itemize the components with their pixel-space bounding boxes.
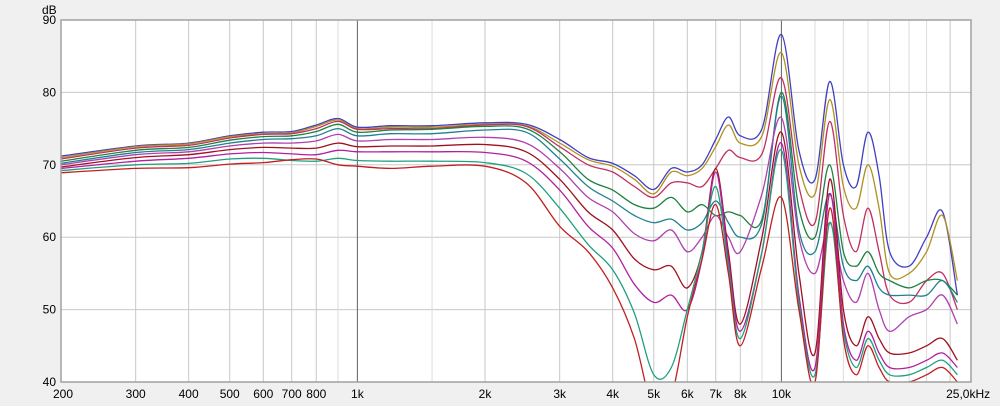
x-tick-label: 5k [647, 387, 661, 401]
x-tick-label: 10k [772, 387, 792, 401]
series-line-9 [61, 149, 958, 380]
x-tick-label: 300 [126, 387, 146, 401]
x-tick-label: 4k [606, 387, 620, 401]
y-tick-label: 70 [43, 158, 57, 172]
x-tick-label: 700 [282, 387, 302, 401]
y-tick-label: 40 [43, 375, 57, 389]
x-tick-label: 6k [681, 387, 695, 401]
series-line-6 [61, 116, 958, 332]
series-line-1 [61, 33, 959, 296]
series-line-5 [61, 95, 958, 303]
y-tick-label: 60 [43, 230, 57, 244]
y-axis-unit-label: dB [42, 3, 57, 17]
x-tick-label: 8k [734, 387, 748, 401]
x-tick-label: 200 [53, 387, 73, 401]
series-line-10 [61, 158, 958, 382]
y-tick-label: 90 [43, 13, 57, 27]
x-tick-label: 800 [306, 387, 326, 401]
grid-lines [60, 19, 971, 383]
x-axis-tick-labels: 200 300 400 500 600 700 800 1k 2k 3k 4k 5k 6k 7k 8k 10k… [53, 387, 990, 401]
x-tick-label: 2k [479, 387, 493, 401]
series-line-4 [61, 91, 958, 296]
x-tick-label: 7k [709, 387, 723, 401]
series-line-2 [61, 51, 959, 281]
y-tick-label: 80 [43, 85, 57, 99]
x-tick-label: 500 [220, 387, 240, 401]
x-tick-label: 25,0kHz [946, 387, 990, 401]
x-tick-label: 3k [553, 387, 567, 401]
plot-frame [60, 19, 972, 383]
x-tick-label: 1k [351, 387, 365, 401]
plot-series-group [61, 33, 959, 382]
y-axis-tick-labels: 40 50 60 70 80 90 [43, 13, 57, 389]
y-tick-label: 50 [43, 303, 57, 317]
x-tick-label: 600 [253, 387, 273, 401]
series-line-3 [61, 77, 959, 310]
x-tick-label: 400 [179, 387, 199, 401]
